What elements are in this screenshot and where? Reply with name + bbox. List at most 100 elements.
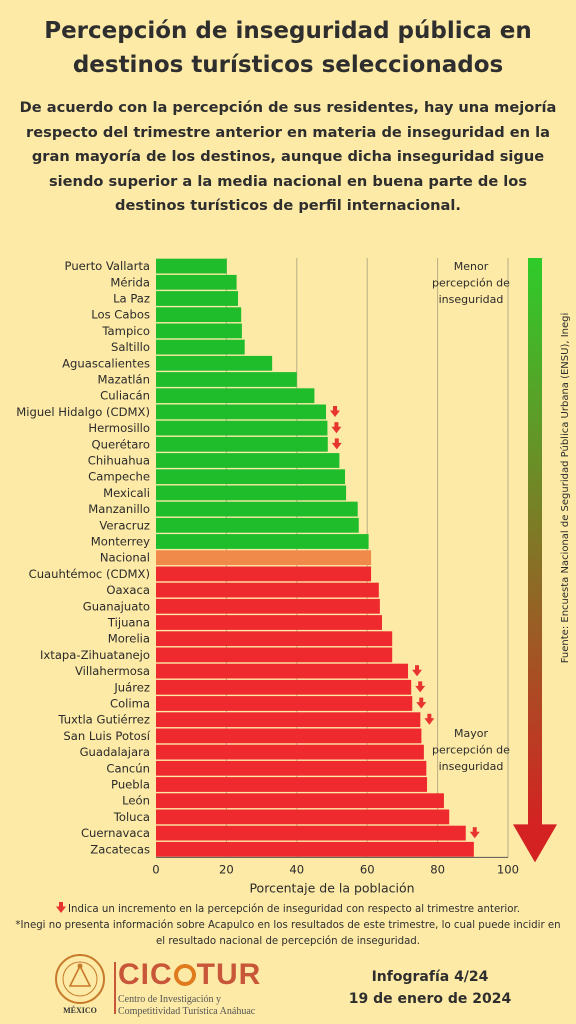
increase-arrow-icon [331,438,342,450]
logo-subtitle-line-1: Centro de Investigación y [118,994,222,1005]
bar [156,404,327,420]
x-tick-label: 60 [360,862,375,876]
category-label: Miguel Hidalgo (CDMX) [16,405,150,419]
x-tick-label: 40 [289,862,304,876]
bar [156,841,474,857]
category-label: Guanajuato [83,599,150,613]
category-label: Tampico [101,324,150,338]
bar [156,777,428,792]
bar [156,469,346,485]
category-label: Tijuana [107,616,150,630]
bar [156,825,466,841]
category-label: Ixtapa-Zihuatanejo [40,648,150,662]
category-label: León [122,794,150,808]
category-label: Puebla [111,778,150,792]
category-label: Veracruz [99,518,150,532]
bar [156,323,242,339]
logo-divider [114,962,116,1014]
bar [156,663,409,679]
bar [156,307,242,323]
bar [156,728,422,744]
bar [156,696,413,711]
arrow-footnote-text: Indica un incremento en la percepción de… [68,904,520,915]
scale-label-bottom: percepción de [432,744,510,757]
category-label: Nacional [100,551,150,565]
bar [156,550,372,566]
footnotes: Indica un incremento en la percepción de… [14,902,562,950]
category-label: Toluca [113,810,150,824]
seal-mexico-text: MÉXICO [63,1005,97,1015]
bar [156,355,273,371]
anahuac-seal-logo: MÉXICO [55,954,105,1015]
category-label: Villahermosa [75,664,150,678]
bar [156,631,393,647]
category-label: Mérida [110,275,150,289]
category-label: Culiacán [100,389,150,403]
category-label: Morelia [108,632,150,646]
category-label: Mazatlán [97,373,150,387]
bar [156,679,412,695]
bar [156,582,379,598]
x-tick-label: 0 [152,862,159,876]
bar [156,453,340,468]
category-label: Manzanillo [88,502,150,516]
x-tick-label: 20 [219,862,234,876]
increase-arrow-icon [424,713,435,725]
source-note: Fuente: Encuesta Nacional de Seguridad P… [559,313,571,664]
x-tick-label: 100 [497,862,519,876]
logo-subtitle-line-2: Competitividad Turística Anáhuac [118,1006,256,1017]
scale-label-bottom: inseguridad [439,760,504,773]
publication-date: 19 de enero de 2024 [348,991,512,1007]
x-tick-label: 80 [430,862,445,876]
cicotur-logo-text: CIC TUR [118,958,262,991]
category-label: Mexicali [103,486,150,500]
bar [156,534,369,549]
scale-label-top: inseguridad [439,293,504,306]
bar [156,501,358,517]
category-label: Cuauhtémoc (CDMX) [29,567,150,581]
increase-arrow-icon [415,681,426,693]
infographic-info: Infografía 4/24 19 de enero de 2024 [330,966,530,1010]
bar [156,291,239,306]
category-label: Chihuahua [88,454,150,468]
bar [156,274,237,290]
category-label: Monterrey [91,535,150,549]
bar [156,647,393,663]
bar [156,615,382,630]
increase-arrow-icon [330,406,341,417]
bar [156,485,347,501]
scale-gradient-bar [528,258,542,826]
red-down-arrow-icon [56,902,67,913]
bar [156,339,245,355]
category-label: Aguascalientes [62,356,150,370]
bar [156,517,359,533]
bar-chart: Puerto Vallarta Mérida La Paz Los Cabos Tamp… [16,258,571,895]
category-label: Querétaro [91,437,150,451]
bar [156,258,227,274]
page-subtitle: De acuerdo con la percepción de sus resi… [19,99,557,215]
bar [156,744,424,760]
category-label: Los Cabos [91,308,150,322]
scale-label-top: percepción de [432,277,510,290]
category-label: Guadalajara [80,745,150,759]
page-title: Percepción de inseguridad pública en des… [44,18,532,78]
category-label: Hermosillo [88,421,150,435]
increase-arrow-icon [331,422,342,434]
category-label: Zacatecas [90,842,150,856]
category-label: San Luis Potosí [63,729,150,743]
arrow-footnote: Indica un incremento en la percepción de… [14,902,562,918]
infographic-number: Infografía 4/24 [371,969,489,985]
increase-arrow-icon [469,827,480,839]
bar [156,598,380,614]
category-label: Tuxtla Gutiérrez [57,713,150,727]
bar [156,809,450,825]
bar [156,436,328,452]
cicotur-logo-subtitle: Centro de Investigación y Competitividad… [118,994,255,1018]
acapulco-footnote: *Inegi no presenta información sobre Aca… [15,920,561,947]
scale-label-bottom: Mayor [454,727,488,740]
bar [156,760,427,776]
scale-arrow-head [513,824,557,863]
bar [156,712,421,728]
category-label: Juárez [113,680,150,694]
category-label: Cancún [106,761,150,775]
